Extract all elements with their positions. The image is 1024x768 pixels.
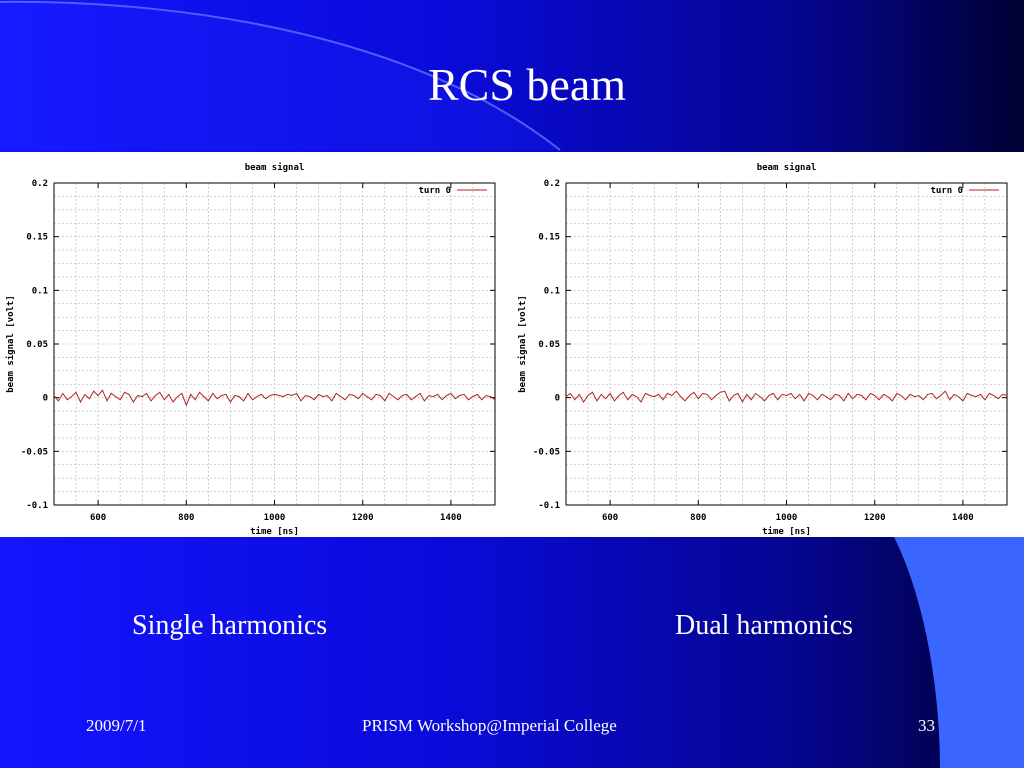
x-tick-label: 800 [178,513,194,523]
x-tick-label: 800 [690,513,706,523]
x-tick-label: 1400 [952,513,974,523]
y-tick-label: -0.05 [21,447,48,457]
series-line-turn-0 [53,389,496,407]
x-tick-label: 1400 [440,513,462,523]
x-axis-label: time [ns] [250,526,299,537]
y-tick-label: -0.05 [533,447,560,457]
y-tick-label: 0.05 [26,340,48,350]
caption-dual-harmonics: Dual harmonics [675,610,854,641]
chart-title: beam signal [245,162,305,173]
y-tick-label: 0.2 [32,179,48,189]
y-tick-label: 0.15 [538,233,560,243]
y-tick-label: 0.1 [32,286,48,296]
series-line-turn-0 [565,390,1008,404]
slide-title: RCS beam [427,59,627,110]
background-swoosh [0,0,561,151]
y-tick-label: 0.2 [544,179,560,189]
x-tick-label: 1000 [264,513,286,523]
x-tick-label: 1200 [864,513,886,523]
x-tick-label: 600 [90,513,106,523]
x-tick-label: 600 [602,513,618,523]
beam-signal-chart-left: 600 800 1000 1200 1400 -0.1 -0.05 0 0.05 0.1 0.15 0… [5,162,496,537]
legend-label: turn 0 [930,186,963,196]
y-tick-label: 0 [43,394,48,404]
beam-signal-chart-right: 600 800 1000 1200 1400 -0.1 -0.05 0 0.05 0.1 0.15 0… [517,162,1008,537]
x-axis-label: time [ns] [762,526,811,537]
y-axis-label: beam signal [volt] [5,295,16,393]
x-tick-label: 1200 [352,513,374,523]
y-tick-label: 0.15 [26,233,48,243]
y-tick-label: 0.1 [544,286,560,296]
chart-panel-dual-harmonics: 600 800 1000 1200 1400 -0.1 -0.05 0 0.05 0.1 0.15 0… [512,152,1024,537]
legend-label: turn 0 [418,186,451,196]
y-axis-label: beam signal [volt] [517,295,528,393]
y-tick-label: -0.1 [538,501,560,511]
footer-event: PRISM Workshop@Imperial College [362,716,617,735]
caption-single-harmonics: Single harmonics [132,610,328,641]
footer-page-number: 33 [918,716,935,735]
grid-lines [53,182,496,506]
footer-date: 2009/7/1 [86,716,147,735]
chart-title: beam signal [757,162,817,173]
y-tick-label: -0.1 [26,501,48,511]
x-tick-label: 1000 [776,513,798,523]
chart-panel-single-harmonics: 600 800 1000 1200 1400 -0.1 -0.05 0 0.05 0.1 0.15 0… [0,152,512,537]
decorative-stripe [894,537,1024,768]
y-tick-label: 0 [555,394,560,404]
grid-lines [565,182,1008,506]
y-tick-label: 0.05 [538,340,560,350]
